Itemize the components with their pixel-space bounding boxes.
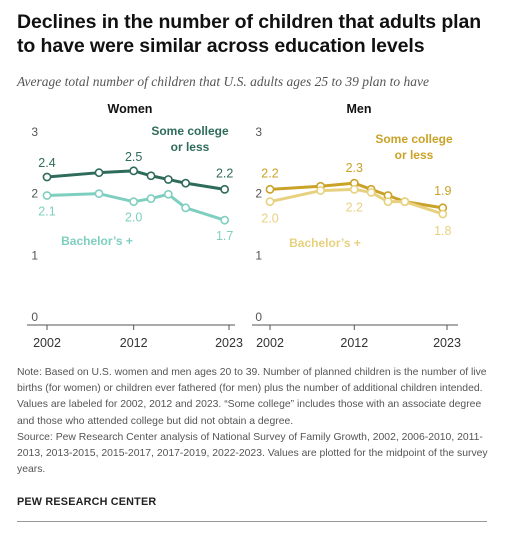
data-label: 1.7 — [216, 229, 233, 243]
series-label: or less — [395, 148, 434, 162]
y-tick-label: 0 — [255, 310, 262, 324]
data-point — [146, 194, 156, 203]
series-label: Bachelor’s + — [61, 234, 133, 248]
chart-subtitle: Average total number of children that U.… — [17, 74, 429, 89]
note-text: Note: Based on U.S. women and men ages 2… — [17, 367, 487, 427]
y-tick-label: 1 — [255, 248, 262, 262]
data-point — [163, 189, 173, 199]
data-point — [438, 209, 448, 219]
data-label: 2.2 — [346, 200, 363, 214]
source-text: Source: Pew Research Center analysis of … — [17, 431, 488, 476]
data-point — [383, 197, 393, 207]
data-point — [366, 188, 376, 197]
x-tick-label: 2012 — [340, 336, 368, 350]
data-point — [316, 186, 325, 195]
data-label: 2.1 — [38, 205, 55, 219]
data-point — [181, 178, 191, 188]
notes-block: Note: Based on U.S. women and men ages 2… — [17, 365, 495, 478]
data-label: 1.8 — [434, 224, 451, 238]
panel-title-women: Women — [108, 102, 153, 116]
charts-area: Women 0 1 2 3 2002 2012 2023 2.4 2.5 2.2 Some colle… — [27, 102, 461, 350]
panel-title-men: Men — [347, 102, 372, 116]
data-point — [265, 197, 275, 207]
data-point — [94, 189, 104, 199]
y-tick-label: 0 — [31, 310, 38, 324]
y-tick-label: 3 — [255, 125, 262, 139]
y-tick-label: 3 — [31, 125, 38, 139]
data-label: 2.2 — [261, 166, 278, 180]
series-label: Some college — [151, 124, 229, 138]
data-label: 2.5 — [125, 150, 142, 164]
x-tick-label: 2002 — [256, 336, 284, 350]
data-label: 2.0 — [125, 211, 142, 225]
data-label: 1.9 — [434, 184, 451, 198]
y-tick-label: 2 — [255, 187, 262, 201]
data-point — [146, 171, 156, 181]
x-tick-label: 2012 — [120, 336, 148, 350]
series-label: or less — [171, 140, 210, 154]
data-label: 2.0 — [261, 212, 278, 226]
footer-credit: PEW RESEARCH CENTER — [17, 496, 157, 508]
data-point — [349, 184, 359, 194]
data-point — [265, 184, 275, 194]
y-tick-label: 2 — [31, 187, 38, 201]
data-point — [42, 191, 52, 200]
data-point — [220, 184, 230, 194]
x-tick-label: 2023 — [215, 336, 243, 350]
footer-rule — [17, 521, 487, 522]
data-point — [129, 166, 139, 176]
x-tick-label: 2023 — [433, 336, 461, 350]
y-tick-label: 1 — [31, 248, 38, 262]
data-point — [181, 203, 191, 213]
data-point — [163, 175, 173, 184]
data-label: 2.2 — [216, 166, 233, 180]
data-point — [220, 215, 230, 225]
series-label: Some college — [375, 132, 453, 146]
data-point — [94, 168, 104, 178]
data-label: 2.3 — [346, 161, 363, 175]
data-label: 2.4 — [38, 156, 55, 170]
chart-title: Declines in the number of children that … — [17, 11, 482, 57]
x-tick-label: 2002 — [33, 336, 61, 350]
data-point — [42, 172, 52, 182]
data-point — [400, 197, 410, 207]
data-point — [129, 197, 139, 207]
series-label: Bachelor’s + — [289, 236, 361, 250]
